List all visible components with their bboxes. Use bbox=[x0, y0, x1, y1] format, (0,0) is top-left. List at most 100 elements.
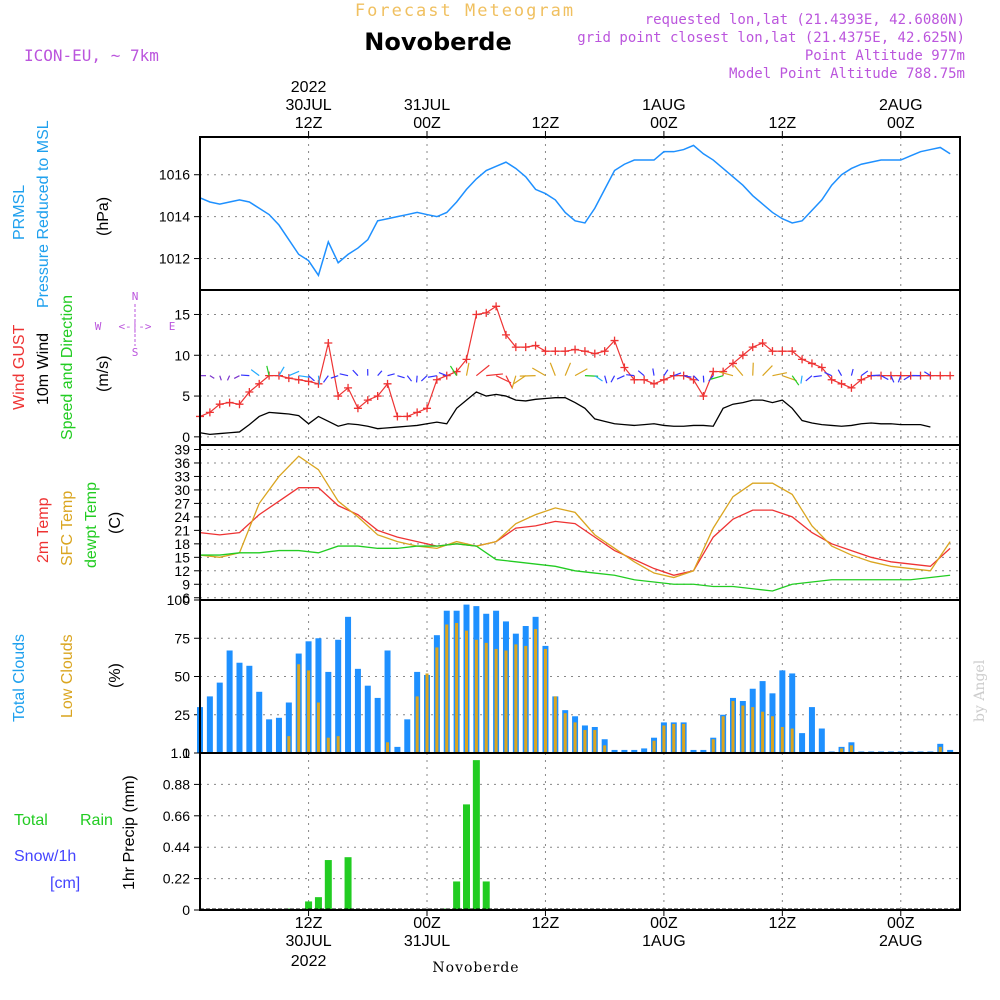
y-tick-label: 1014 bbox=[159, 209, 190, 225]
gust-marker bbox=[462, 355, 471, 364]
wind-direction-arrow bbox=[449, 365, 458, 376]
y-tick-label: 0 bbox=[182, 429, 190, 445]
wind-direction-arrow bbox=[903, 375, 911, 381]
low-cloud-bar bbox=[770, 716, 774, 753]
top-date-label: 31JUL bbox=[404, 97, 450, 114]
compass-s: S bbox=[132, 346, 139, 359]
sfc-temp-label: SFC Temp bbox=[59, 491, 76, 566]
total-cloud-bar bbox=[818, 728, 825, 753]
dewpt-line bbox=[200, 543, 951, 592]
low-cloud-bar bbox=[534, 629, 538, 753]
total-cloud-bar bbox=[275, 717, 282, 753]
low-cloud-bar bbox=[751, 707, 755, 753]
y-tick-label: 0.88 bbox=[163, 776, 190, 792]
gust-marker bbox=[235, 400, 244, 409]
gust-marker bbox=[255, 379, 264, 388]
total-cloud-bar bbox=[631, 749, 638, 753]
gust-marker bbox=[590, 349, 599, 358]
y-tick-label: 10 bbox=[174, 347, 190, 363]
wind-direction-arrow bbox=[531, 367, 546, 377]
wind-direction-arrow bbox=[505, 375, 514, 389]
gust-marker bbox=[738, 351, 747, 360]
pressure-unit-label: (hPa) bbox=[95, 197, 112, 236]
model-altitude: Model Point Altitude 788.75m bbox=[729, 66, 965, 82]
total-cloud-bar bbox=[266, 719, 273, 753]
y-tick-label: 25 bbox=[174, 707, 190, 723]
wind-direction-arrow bbox=[683, 375, 692, 378]
bottom-date-label: 1AUG bbox=[642, 933, 686, 950]
compass-e: E bbox=[169, 320, 176, 333]
bottom-hour-label: 12Z bbox=[769, 915, 797, 932]
wind-direction-arrow bbox=[637, 370, 645, 377]
prmsl-desc-label: Pressure Reduced to MSL bbox=[35, 120, 52, 308]
wind-direction-arrow bbox=[339, 373, 349, 377]
wind-direction-arrow bbox=[782, 375, 797, 382]
total-cloud-bar bbox=[779, 670, 786, 753]
total-cloud-bar bbox=[335, 639, 342, 753]
low-cloud-bar bbox=[386, 742, 390, 753]
y-tick-label: 100 bbox=[167, 592, 191, 608]
wind-direction-arrow bbox=[352, 369, 359, 377]
total-cloud-bar bbox=[345, 616, 352, 753]
wind-direction-arrow bbox=[240, 374, 250, 377]
gust-marker bbox=[225, 398, 234, 407]
top-hour-label: 12Z bbox=[532, 115, 560, 132]
panel-2: 0 5 10 15 bbox=[174, 289, 961, 446]
rain-bar bbox=[453, 881, 461, 910]
wind-direction-arrow bbox=[604, 375, 608, 384]
total-rain-label-2: Rain bbox=[80, 812, 113, 829]
wind-direction-arrow bbox=[420, 375, 428, 382]
gust-marker bbox=[265, 371, 274, 380]
wind-unit-label: (m/s) bbox=[95, 356, 112, 392]
bottom-date-label: 30JUL bbox=[285, 933, 331, 950]
y-tick-label: 6 bbox=[182, 590, 190, 606]
gust-marker bbox=[650, 379, 659, 388]
wind-direction-arrow bbox=[415, 375, 418, 383]
total-cloud-bar bbox=[315, 638, 322, 753]
total-cloud-bar bbox=[394, 746, 401, 753]
temp2m-label: 2m Temp bbox=[35, 497, 52, 563]
gust-line bbox=[199, 305, 951, 418]
gust-marker bbox=[778, 347, 787, 356]
y-tick-label: 1016 bbox=[159, 167, 190, 183]
y-tick-label: 33 bbox=[174, 468, 190, 484]
wind-direction-arrow bbox=[652, 368, 655, 376]
rain-bar bbox=[462, 804, 470, 910]
plots: 1012101410160510156912151821242730333639… bbox=[159, 136, 961, 918]
low-cloud-bar bbox=[780, 726, 784, 753]
y-tick-label: 0 bbox=[182, 745, 190, 761]
low-cloud-bar bbox=[326, 737, 330, 753]
gust-marker bbox=[274, 371, 283, 380]
low-cloud-bar bbox=[474, 639, 478, 753]
wind-direction-arrow bbox=[708, 375, 714, 382]
wind-direction-arrow bbox=[513, 375, 527, 385]
wind-direction-arrow bbox=[266, 365, 270, 376]
total-cloud-bar bbox=[354, 668, 361, 753]
wind-direction-arrow bbox=[475, 364, 490, 377]
wind-direction-arrow bbox=[800, 375, 803, 384]
gust-marker bbox=[541, 347, 550, 356]
wind-direction-arrow bbox=[733, 365, 744, 377]
gust-marker bbox=[334, 392, 343, 401]
wind-10m-label: 10m Wind bbox=[35, 333, 52, 405]
wind-direction-arrow bbox=[323, 375, 329, 383]
total-cloud-bar bbox=[364, 685, 371, 753]
y-tick-label: 18 bbox=[174, 536, 190, 552]
wind-direction-arrow bbox=[673, 372, 682, 377]
compass-w: W bbox=[95, 320, 102, 333]
low-cloud-bar bbox=[849, 745, 853, 753]
gust-marker bbox=[610, 336, 619, 345]
y-tick-label: 1.1 bbox=[171, 745, 191, 761]
low-cloud-bar bbox=[573, 722, 577, 753]
y-tick-label: 0.44 bbox=[163, 839, 190, 855]
precip-unit-label: 1hr Precip (mm) bbox=[121, 775, 138, 890]
gust-marker bbox=[620, 363, 629, 372]
wind-direction-arrow bbox=[564, 362, 572, 376]
wind-direction-arrow bbox=[427, 375, 437, 378]
total-cloud-bar bbox=[789, 673, 796, 753]
y-tick-label: 36 bbox=[174, 455, 190, 471]
low-cloud-bar bbox=[662, 725, 666, 753]
total-cloud-bar bbox=[236, 662, 243, 753]
bottom-hour-label: 00Z bbox=[413, 915, 441, 932]
wind-direction-arrow bbox=[880, 375, 889, 381]
